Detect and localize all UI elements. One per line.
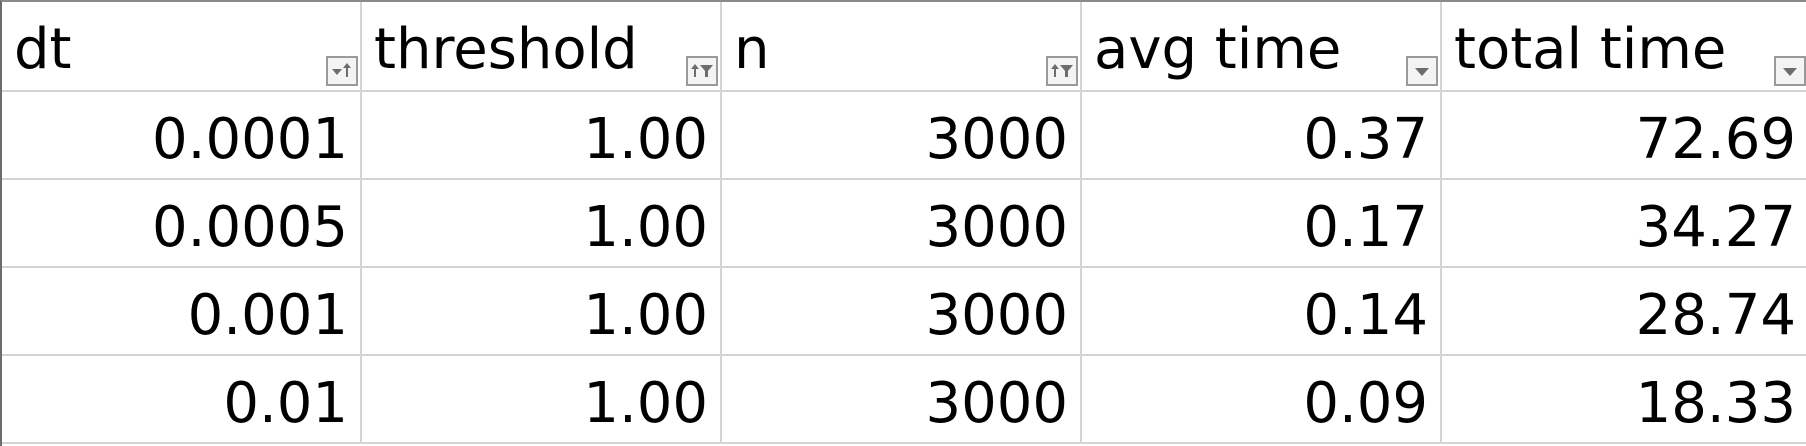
table-row: 0.001 1.00 3000 0.14 28.74 — [2, 268, 1806, 356]
cell-n[interactable]: 3000 — [722, 268, 1082, 354]
header-label-avg-time: avg time — [1094, 17, 1342, 82]
table-row: 0.0001 1.00 3000 0.37 72.69 — [2, 92, 1806, 180]
cell-n[interactable]: 3000 — [722, 180, 1082, 266]
dropdown-arrow-icon[interactable] — [1406, 56, 1438, 86]
cell-total-time[interactable]: 34.27 — [1635, 195, 1796, 260]
cell-dt[interactable]: 0.01 — [2, 356, 362, 442]
cell-threshold[interactable]: 1.00 — [362, 180, 722, 266]
header-row: dt threshold n — [2, 2, 1806, 92]
header-cell-dt[interactable]: dt — [2, 2, 362, 90]
header-cell-n[interactable]: n — [722, 2, 1082, 90]
sort-filter-icon[interactable] — [686, 56, 718, 86]
table-row: 0.01 1.00 3000 0.09 18.33 — [2, 356, 1806, 444]
table-row: 0.0005 1.00 3000 0.17 34.27 — [2, 180, 1806, 268]
cell-avg-time[interactable]: 0.17 — [1082, 180, 1442, 266]
dropdown-arrow-icon[interactable] — [1774, 56, 1806, 86]
header-label-total-time: total time — [1454, 17, 1727, 82]
cell-total-time[interactable]: 18.33 — [1635, 371, 1796, 436]
cell-n[interactable]: 3000 — [722, 356, 1082, 442]
cell-avg-time[interactable]: 0.37 — [1082, 92, 1442, 178]
header-cell-total-time[interactable]: total time — [1442, 2, 1806, 90]
cell-total-time[interactable]: 28.74 — [1635, 283, 1796, 348]
cell-dt[interactable]: 0.0001 — [2, 92, 362, 178]
cell-total-time[interactable]: 72.69 — [1635, 107, 1796, 172]
sort-filter-icon[interactable] — [1046, 56, 1078, 86]
header-label-n: n — [734, 17, 770, 82]
cell-avg-time[interactable]: 0.14 — [1082, 268, 1442, 354]
sort-ascending-icon[interactable] — [326, 56, 358, 86]
header-cell-threshold[interactable]: threshold — [362, 2, 722, 90]
cell-threshold[interactable]: 1.00 — [362, 268, 722, 354]
header-label-threshold: threshold — [374, 17, 638, 82]
header-cell-avg-time[interactable]: avg time — [1082, 2, 1442, 90]
cell-avg-time[interactable]: 0.09 — [1082, 356, 1442, 442]
cell-n[interactable]: 3000 — [722, 92, 1082, 178]
cell-threshold[interactable]: 1.00 — [362, 92, 722, 178]
header-label-dt: dt — [14, 17, 72, 82]
cell-threshold[interactable]: 1.00 — [362, 356, 722, 442]
cell-dt[interactable]: 0.0005 — [2, 180, 362, 266]
cell-dt[interactable]: 0.001 — [2, 268, 362, 354]
